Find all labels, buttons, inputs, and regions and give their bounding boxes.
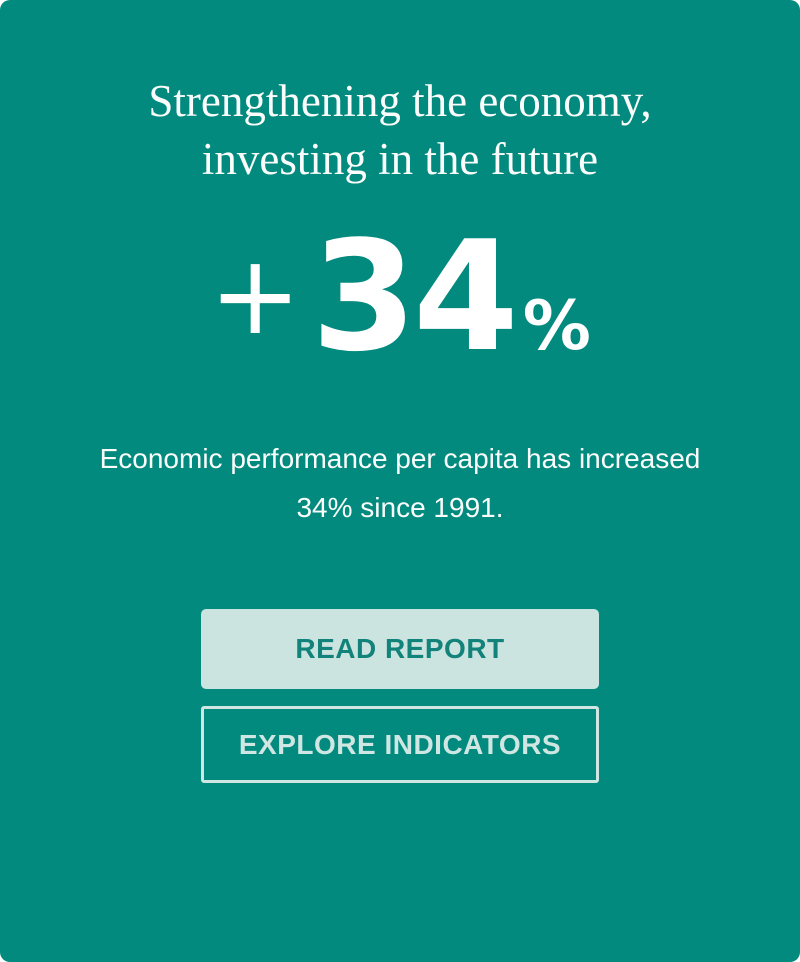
stat-description-line-2: 34% since 1991.: [296, 492, 504, 523]
page-title: Strengthening the economy, investing in …: [0, 72, 800, 188]
stat-plus-sign: +: [209, 231, 302, 359]
page-title-line-2: investing in the future: [201, 134, 599, 184]
stat-percent-sign: %: [522, 287, 591, 366]
read-report-button[interactable]: READ REPORT: [201, 609, 599, 689]
stat-value: 34: [311, 208, 519, 385]
page-title-line-1: Strengthening the economy,: [148, 76, 652, 126]
stat-figure: +34%: [0, 221, 800, 419]
stat-description-line-1: Economic performance per capita has incr…: [99, 443, 701, 474]
stat-description: Economic performance per capita has incr…: [0, 434, 800, 532]
explore-indicators-button[interactable]: EXPLORE INDICATORS: [201, 706, 599, 783]
